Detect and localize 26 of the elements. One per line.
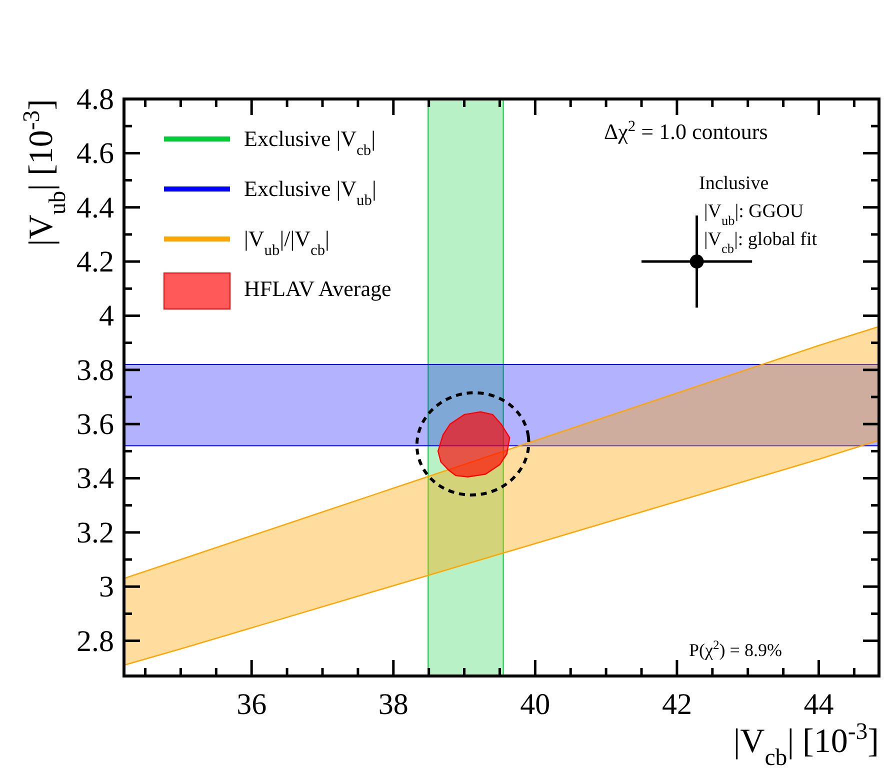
x-axis-title: |V$_{cb}$| [10$^{-3}$] bbox=[733, 719, 879, 771]
y-tick-label: 3.6 bbox=[76, 408, 114, 442]
annotation: |V$_{ub}$|: GGOU bbox=[704, 201, 804, 228]
y-tick-label: 3.2 bbox=[76, 516, 114, 550]
annotation: Inclusive bbox=[699, 173, 769, 194]
legend-label: HFLAV Average bbox=[244, 276, 392, 301]
x-tick-label: 42 bbox=[662, 688, 692, 721]
annotation: P(χ$^{2}$) = 8.9% bbox=[689, 638, 782, 660]
y-tick-label: 2.8 bbox=[76, 624, 114, 658]
x-tick-label: 36 bbox=[236, 688, 267, 721]
y-tick-label: 3.4 bbox=[76, 462, 114, 496]
y-tick-label: 3 bbox=[99, 570, 114, 604]
band-label: Exclusive |V$_{cb}$| bbox=[244, 126, 376, 158]
x-tick-label: 38 bbox=[378, 688, 408, 721]
legend-label: |V$_{ub}$|/|V$_{cb}$| bbox=[244, 226, 330, 258]
annotation: |V$_{cb}$|: global fit bbox=[704, 229, 818, 256]
y-tick-label: 4 bbox=[99, 300, 114, 333]
x-tick-label: 40 bbox=[520, 688, 550, 721]
y-tick-label: 4.6 bbox=[76, 137, 114, 170]
x-tick-label: 44 bbox=[804, 688, 834, 721]
legend-label: Exclusive |V$_{ub}$| bbox=[244, 176, 376, 208]
y-tick-label: 4.8 bbox=[76, 83, 114, 116]
y-tick-label: 3.8 bbox=[76, 354, 114, 387]
y-tick-label: 4.2 bbox=[76, 246, 114, 279]
y-tick-label: 4.4 bbox=[76, 191, 114, 224]
annotation: Δχ$^{2}$ = 1.0 contours bbox=[604, 118, 768, 144]
